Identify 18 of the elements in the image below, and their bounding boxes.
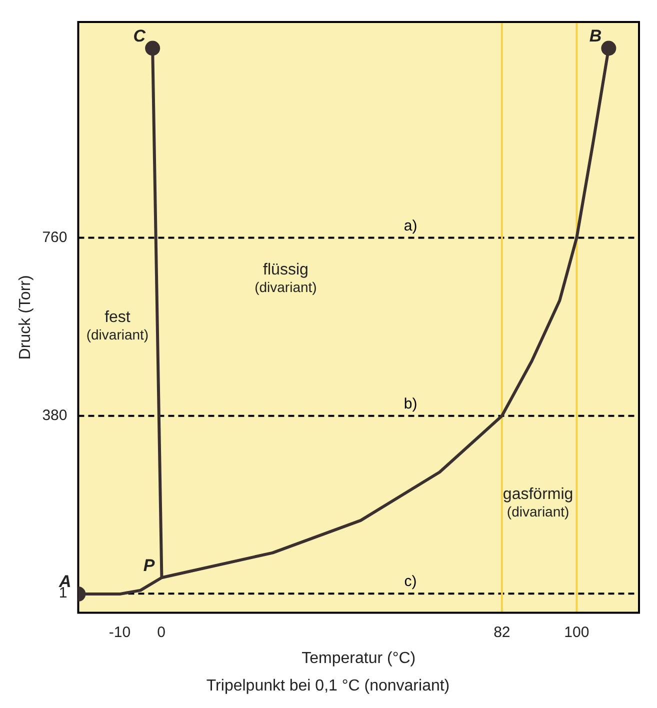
x-tick-label: -10: [108, 624, 131, 641]
ref-line-label: c): [404, 573, 417, 590]
x-tick-label: 0: [157, 624, 166, 641]
x-axis-title: Temperatur (°C): [302, 650, 416, 667]
annotation: P: [143, 556, 156, 575]
text: Tripelpunkt bei 0,1 °C (nonvariant): [206, 677, 450, 694]
x-tick-label: 82: [494, 624, 510, 641]
ref-line-label: a): [404, 217, 418, 234]
y-axis-title: Druck (Torr): [17, 275, 34, 360]
x-tick-label: 100: [564, 624, 590, 641]
ref-line-label: b): [404, 396, 418, 413]
y-tick-label: 760: [42, 228, 68, 246]
annotation: C: [133, 26, 146, 46]
annotation: fest (divariant): [86, 308, 149, 342]
annotation: B: [589, 26, 602, 46]
annotation: flüssig (divariant): [254, 262, 317, 295]
annotation: gasförmig (divariant): [502, 486, 574, 520]
y-tick-label: 380: [42, 407, 68, 424]
